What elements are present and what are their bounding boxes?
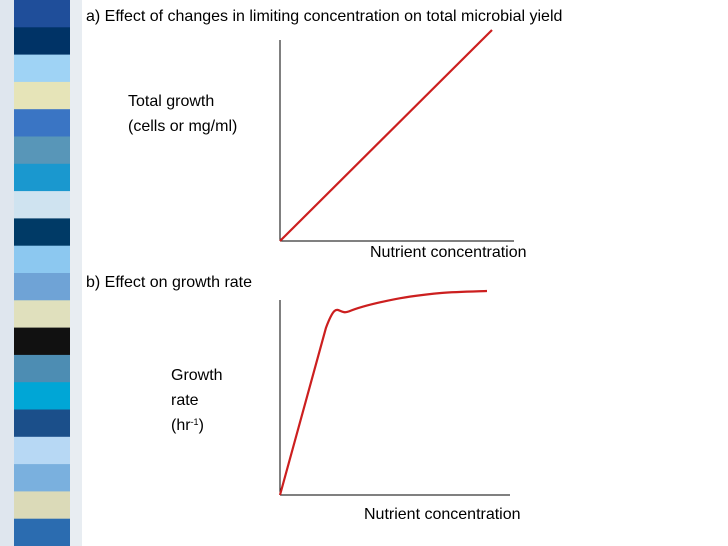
strip-block	[14, 109, 70, 137]
strip-block	[14, 491, 70, 520]
chart-b-ylabel-line2: rate	[171, 392, 199, 409]
strip-edge	[0, 0, 14, 546]
chart-a-plot	[279, 29, 514, 242]
strip-block	[14, 300, 70, 329]
strip-block	[14, 273, 70, 301]
strip-block	[14, 354, 70, 383]
chart-a-xlabel: Nutrient concentration	[370, 244, 527, 261]
chart-b-plot	[278, 289, 510, 496]
chart-b-ylabel: Growth rate (hr-1)	[171, 363, 223, 438]
chart-b-ylabel-line1: Growth	[171, 367, 223, 384]
chart-b-ylabel-line3: (hr-1)	[171, 417, 204, 434]
strip-block	[14, 0, 70, 28]
decorative-strip	[0, 0, 82, 546]
strip-block	[14, 191, 70, 219]
chart-a-ylabel: Total growth (cells or mg/ml)	[128, 89, 237, 139]
strip-block	[14, 382, 70, 410]
strip-edge	[70, 0, 82, 546]
strip-block	[14, 464, 70, 492]
chart-b-title: b) Effect on growth rate	[86, 274, 253, 291]
strip-block	[14, 54, 70, 83]
strip-block	[14, 81, 70, 110]
strip-block	[14, 409, 70, 438]
strip-block	[14, 327, 70, 356]
chart-b-xlabel: Nutrient concentration	[364, 506, 521, 523]
strip-block	[14, 136, 70, 165]
chart-a-title: a) Effect of changes in limiting concent…	[86, 8, 563, 25]
chart-b-series-line	[278, 289, 488, 496]
strip-block	[14, 518, 70, 546]
strip-block	[14, 436, 70, 465]
strip-block	[14, 27, 70, 56]
chart-a-series-line	[279, 29, 493, 242]
strip-block	[14, 245, 70, 274]
strip-block	[14, 163, 70, 192]
strip-block	[14, 218, 70, 247]
chart-a-ylabel-line2: (cells or mg/ml)	[128, 118, 238, 135]
chart-a-ylabel-line1: Total growth	[128, 93, 215, 110]
